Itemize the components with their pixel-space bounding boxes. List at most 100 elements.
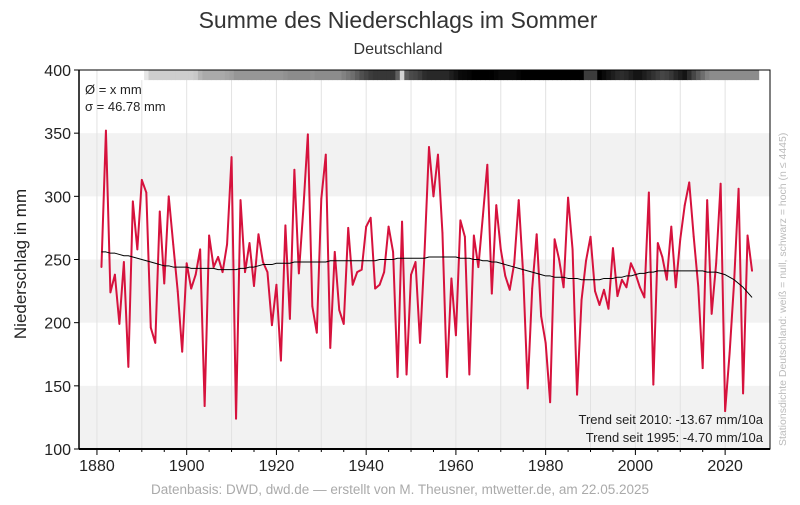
data-point [719,182,722,185]
data-point [504,275,507,277]
density-cell [722,70,728,81]
data-point [235,417,237,420]
density-cell [467,70,473,81]
data-point [387,225,390,228]
data-point [508,288,511,291]
data-point [437,153,439,156]
data-point [621,278,623,281]
density-cell [646,70,652,81]
data-point [405,373,408,376]
density-cell [117,70,123,81]
data-point [365,225,368,228]
density-cell [363,70,369,81]
density-cell [476,70,481,81]
data-point [302,208,305,210]
density-cell [565,70,571,81]
plot-band [79,385,770,449]
data-point [638,286,641,289]
density-cell [319,70,324,81]
density-cell [516,70,522,81]
density-cell [301,70,306,81]
y-axis-tick-labels: 100 150 200 250 300 350 400 [44,63,79,459]
data-point [607,307,610,310]
density-cell [386,70,392,81]
data-point [531,287,534,290]
data-point [544,341,547,344]
data-point [262,261,264,263]
data-point [149,326,152,329]
density-cell [274,70,280,81]
density-cell [157,70,163,81]
data-point [253,285,255,287]
density-cell [628,70,634,81]
data-point [392,251,394,253]
data-point [284,224,287,227]
data-point [185,262,188,265]
density-cell [561,70,567,81]
x-tick-label: 1880 [79,458,115,475]
data-point [396,376,399,378]
density-cell [175,70,181,81]
data-point [674,286,677,289]
density-cell [704,70,710,81]
density-cell [700,70,706,81]
data-point [248,242,251,244]
density-cell [377,70,383,81]
data-point [145,191,148,194]
data-point [208,234,211,237]
data-point [585,259,587,262]
grid-lines [96,70,726,449]
data-point [481,215,484,218]
density-cell [538,70,544,81]
density-cell [126,70,132,81]
data-point [715,262,718,265]
density-cell [678,70,683,81]
data-point [679,238,682,241]
density-cell [233,70,239,81]
data-point [652,383,655,386]
density-cell [754,70,760,81]
density-cell [583,70,589,81]
density-cell [337,70,342,81]
density-cell [633,70,639,81]
chart-subtitle: Deutschland [354,41,443,58]
data-point [266,271,269,274]
data-point [190,287,193,290]
density-cell [108,70,114,81]
data-point [271,324,273,327]
data-point [562,286,565,289]
x-axis-tick-labels: 1880 1900 1920 1940 1960 1980 2000 2020 [79,449,743,475]
data-point [360,268,363,271]
data-point [490,292,493,295]
chart-title: Summe des Niederschlags im Sommer [199,7,598,33]
density-cell [745,70,751,81]
data-point [230,156,233,159]
density-cell [713,70,719,81]
density-cell [144,70,149,81]
density-cell [162,70,167,81]
data-point [598,304,601,306]
density-cell [269,70,275,81]
density-cell [480,70,486,81]
data-point [217,256,219,258]
density-cell [435,70,441,81]
data-point [136,248,139,251]
data-point [742,392,744,395]
data-point [356,271,359,274]
data-point [257,233,260,236]
data-point [630,262,632,265]
data-point [571,248,574,251]
density-cell [444,70,450,81]
data-point [347,227,350,229]
density-cell [395,70,401,81]
data-point [297,272,300,275]
density-cell [426,70,432,81]
data-point [670,225,673,228]
density-cell [206,70,212,81]
data-point [280,359,282,362]
precipitation-line [100,129,754,420]
density-cell [202,70,208,81]
density-cell [197,70,203,81]
data-point [643,296,646,299]
